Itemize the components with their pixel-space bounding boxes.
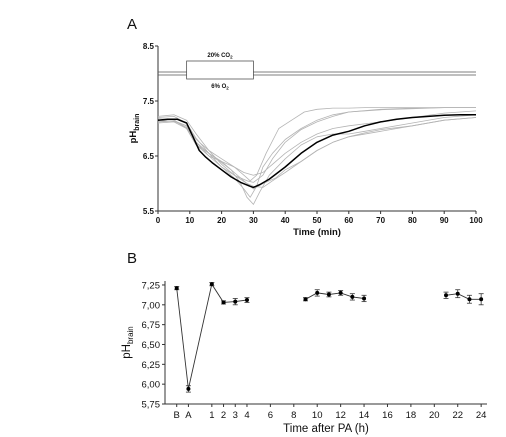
y-axis-title-sub-b: brain [126,326,135,344]
y-tick-label-a: 8.5 [143,42,155,51]
data-point [350,294,355,299]
data-point [479,297,484,302]
y-tick-label-a: 5.5 [143,207,155,216]
y-tick-label-b: 6,50 [142,340,161,351]
x-tick-label-a: 100 [469,216,483,225]
y-tick-label-a: 6.5 [143,152,155,161]
x-tick-label-a: 10 [185,216,194,225]
data-point [315,290,320,295]
data-point [326,292,331,297]
x-tick-label-b: 10 [312,410,323,421]
x-tick-label-a: 90 [440,216,449,225]
x-axis-title-b: Time after PA (h) [283,423,369,435]
x-tick-label-a: 60 [344,216,353,225]
x-tick-label-b: 16 [382,410,393,421]
data-point [221,300,226,305]
data-point [455,291,460,296]
x-tick-label-b: 4 [244,410,249,421]
mean-trace [157,114,476,189]
panel-b-letter: B [127,250,137,267]
annotation-co2-sub: 2 [230,55,233,60]
y-tick-label-b: 6,75 [142,320,161,331]
data-point [467,297,472,302]
annotation-o2: 6% O2 [211,84,229,91]
y-tick-label-b: 7,25 [142,280,161,291]
data-point [209,282,214,287]
ph-series-line [305,292,365,300]
x-tick-label-a: 30 [249,216,258,225]
x-tick-label-b: 20 [429,410,440,421]
x-tick-label-a: 70 [376,216,385,225]
y-axis-title-a: pHbrain [128,114,141,144]
x-tick-label-b: 18 [406,410,417,421]
x-tick-label-b: 22 [452,410,463,421]
annotation-co2: 20% CO2 [207,53,233,60]
data-point [186,386,191,391]
individual-trace [157,114,477,205]
data-point [233,299,238,304]
individual-trace [157,114,477,188]
x-tick-label-b: 24 [476,410,487,421]
x-tick-label-b: 1 [209,410,214,421]
data-point [362,296,367,301]
x-tick-label-b: 2 [221,410,226,421]
individual-trace [157,107,476,182]
y-axis-title-sub-a: brain [134,114,141,131]
x-tick-label-a: 40 [281,216,290,225]
y-tick-label-a: 7.5 [143,97,155,106]
x-tick-label-b: 14 [359,410,370,421]
x-tick-label-a: 50 [313,216,322,225]
x-tick-label-a: 20 [217,216,226,225]
panel-b-chart: 5,756,006,256,506,757,007,25B A 1 2 3 4 6 8 10 12… [121,280,487,435]
x-tick-label-a: 0 [156,216,161,225]
data-point [444,293,449,298]
exposure-box [186,60,254,80]
data-point [174,286,179,291]
data-point [244,298,249,303]
x-tick-label-b: B [174,410,180,421]
x-tick-label-b: 6 [268,410,273,421]
y-tick-label-b: 6,00 [142,380,161,391]
data-point [338,290,343,295]
ph-series-line [176,283,248,389]
x-tick-label-b: 8 [291,410,296,421]
ph-series-line [445,293,482,300]
x-tick-label-a: 80 [408,216,417,225]
y-tick-label-b: 5,75 [142,400,161,411]
annotation-o2-sub: 2 [226,86,229,91]
x-tick-label-b: 12 [335,410,346,421]
panel-a-chart: 5.5 6.5 7.5 8.5 0 10 20 30 40 50 60 70 80 90 100 Time (… [128,42,483,238]
y-axis-title-b: pHbrain [121,326,135,359]
x-tick-label-b: 3 [233,410,238,421]
individual-trace [157,107,476,183]
x-axis-title-a: Time (min) [293,227,341,238]
x-tick-label-b: A [185,410,192,421]
panel-a-letter: A [127,16,137,33]
data-point [303,297,308,302]
y-tick-label-b: 6,25 [142,360,161,371]
y-tick-label-b: 7,00 [142,300,161,311]
